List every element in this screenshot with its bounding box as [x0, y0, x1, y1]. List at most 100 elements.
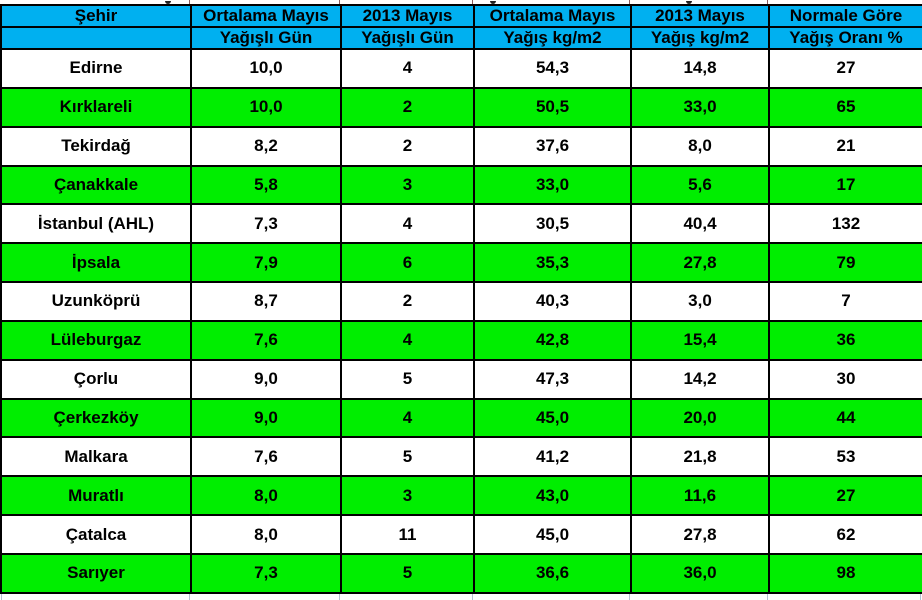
value-cell: 47,3	[473, 358, 632, 400]
value-cell: 8,0	[630, 125, 770, 167]
value-cell: 36,6	[473, 552, 632, 595]
value-cell: 2	[340, 281, 475, 322]
table-row: Lüleburgaz 7,6 4 42,8 15,4 36	[0, 319, 922, 361]
gridline-stub	[472, 594, 473, 600]
value-cell: 10,0	[190, 48, 342, 89]
header-city: Şehir	[0, 4, 192, 28]
gridline-stub	[920, 594, 921, 600]
table-row: Çerkezköy 9,0 4 45,0 20,0 44	[0, 397, 922, 439]
value-cell: 27	[768, 475, 922, 517]
value-cell: 62	[768, 514, 922, 555]
value-cell: 8,0	[190, 475, 342, 517]
value-cell: 132	[768, 203, 922, 245]
city-cell: Tekirdağ	[0, 125, 192, 167]
table-row: Uzunköprü 8,7 2 40,3 3,0 7	[0, 281, 922, 322]
header-rain-ratio-pct: Yağış Oranı %	[768, 26, 922, 50]
city-cell: Uzunköprü	[0, 281, 192, 322]
value-cell: 30,5	[473, 203, 632, 245]
value-cell: 8,0	[190, 514, 342, 555]
value-cell: 36,0	[630, 552, 770, 595]
header-rainy-days-2013: Yağışlı Gün	[340, 26, 475, 50]
gridline-strip-below	[0, 594, 922, 600]
value-cell: 21,8	[630, 436, 770, 478]
value-cell: 5	[340, 436, 475, 478]
value-cell: 5	[340, 552, 475, 595]
value-cell: 8,7	[190, 281, 342, 322]
value-cell: 20,0	[630, 397, 770, 439]
city-cell: Çanakkale	[0, 164, 192, 206]
value-cell: 27,8	[630, 242, 770, 284]
value-cell: 8,2	[190, 125, 342, 167]
table-row: Kırklareli 10,0 2 50,5 33,0 65	[0, 86, 922, 128]
gridline-stub	[339, 0, 340, 4]
value-cell: 33,0	[630, 86, 770, 128]
value-cell: 30	[768, 358, 922, 400]
value-cell: 40,3	[473, 281, 632, 322]
gridline-stub	[629, 0, 630, 4]
header-2013-may: 2013 Mayıs	[340, 4, 475, 28]
value-cell: 15,4	[630, 319, 770, 361]
value-cell: 4	[340, 397, 475, 439]
value-cell: 3	[340, 164, 475, 206]
cropped-glyph-fragment	[490, 1, 496, 4]
city-cell: Kırklareli	[0, 86, 192, 128]
value-cell: 14,2	[630, 358, 770, 400]
value-cell: 53	[768, 436, 922, 478]
city-cell: Malkara	[0, 436, 192, 478]
value-cell: 3	[340, 475, 475, 517]
city-cell: Muratlı	[0, 475, 192, 517]
value-cell: 7,9	[190, 242, 342, 284]
value-cell: 9,0	[190, 358, 342, 400]
gridline-stub	[189, 594, 190, 600]
value-cell: 7,3	[190, 203, 342, 245]
value-cell: 43,0	[473, 475, 632, 517]
table-row: İstanbul (AHL) 7,3 4 30,5 40,4 132	[0, 203, 922, 245]
city-cell: İpsala	[0, 242, 192, 284]
value-cell: 7,6	[190, 436, 342, 478]
header-row-2: Yağışlı Gün Yağışlı Gün Yağış kg/m2 Yağı…	[0, 26, 922, 50]
value-cell: 45,0	[473, 514, 632, 555]
header-avg-may-rain: Ortalama Mayıs	[473, 4, 632, 28]
header-2013-may-rain: 2013 Mayıs	[630, 4, 770, 28]
value-cell: 54,3	[473, 48, 632, 89]
value-cell: 10,0	[190, 86, 342, 128]
value-cell: 11,6	[630, 475, 770, 517]
gridline-stub	[767, 0, 768, 4]
value-cell: 5	[340, 358, 475, 400]
value-cell: 5,6	[630, 164, 770, 206]
value-cell: 4	[340, 203, 475, 245]
value-cell: 27	[768, 48, 922, 89]
value-cell: 14,8	[630, 48, 770, 89]
value-cell: 35,3	[473, 242, 632, 284]
value-cell: 17	[768, 164, 922, 206]
may-rainfall-table: Şehir Ortalama Mayıs 2013 Mayıs Ortalama…	[0, 4, 922, 595]
header-avg-may: Ortalama Mayıs	[190, 4, 342, 28]
table-row: Çatalca 8,0 11 45,0 27,8 62	[0, 514, 922, 555]
gridline-stub	[629, 594, 630, 600]
gridline-stub	[767, 594, 768, 600]
value-cell: 2	[340, 86, 475, 128]
value-cell: 7,3	[190, 552, 342, 595]
header-rain-kgm2-2013: Yağış kg/m2	[630, 26, 770, 50]
city-cell: Sarıyer	[0, 552, 192, 595]
value-cell: 44	[768, 397, 922, 439]
header-rain-kgm2-avg: Yağış kg/m2	[473, 26, 632, 50]
value-cell: 42,8	[473, 319, 632, 361]
city-cell: Çerkezköy	[0, 397, 192, 439]
header-city-sub	[0, 26, 192, 50]
value-cell: 36	[768, 319, 922, 361]
cropped-glyph-fragment	[686, 1, 692, 4]
table-row: Çanakkale 5,8 3 33,0 5,6 17	[0, 164, 922, 206]
gridline-stub	[189, 0, 190, 4]
header-rainy-days-avg: Yağışlı Gün	[190, 26, 342, 50]
value-cell: 11	[340, 514, 475, 555]
city-cell: Çatalca	[0, 514, 192, 555]
city-cell: Edirne	[0, 48, 192, 89]
value-cell: 65	[768, 86, 922, 128]
value-cell: 27,8	[630, 514, 770, 555]
value-cell: 6	[340, 242, 475, 284]
value-cell: 21	[768, 125, 922, 167]
value-cell: 7,6	[190, 319, 342, 361]
table-row: Edirne 10,0 4 54,3 14,8 27	[0, 48, 922, 89]
city-cell: Lüleburgaz	[0, 319, 192, 361]
